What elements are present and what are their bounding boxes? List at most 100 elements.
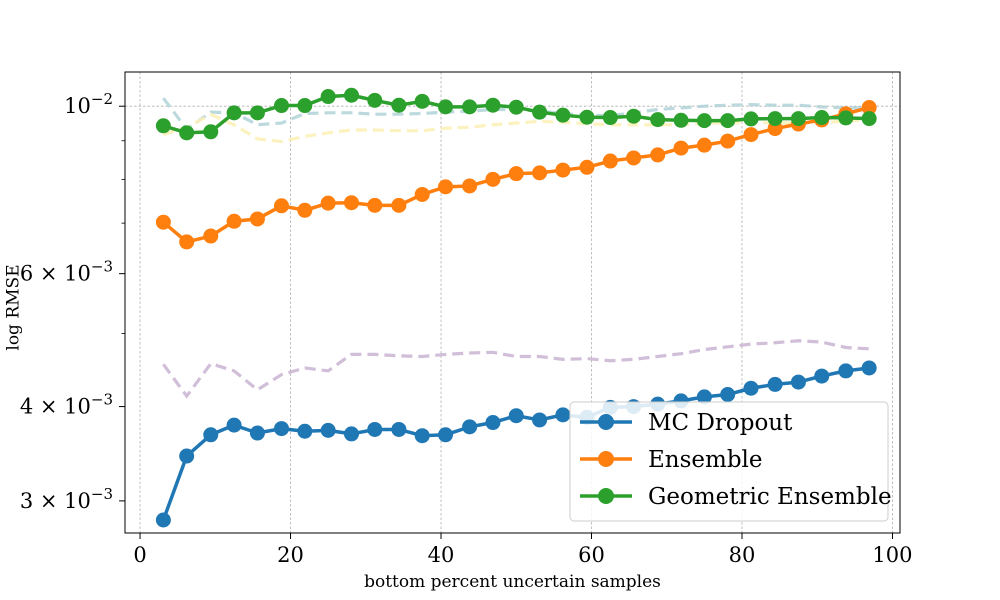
y-tick-exponent: −3 [91, 485, 113, 503]
data-point [673, 140, 689, 156]
legend-label: Ensemble [648, 447, 763, 473]
background-series-line [162, 339, 870, 399]
data-point [391, 197, 407, 213]
data-point [696, 113, 712, 129]
data-point [508, 166, 524, 182]
data-point [579, 109, 595, 125]
legend: MC Dropout Ensemble Geometric Ensemble [569, 401, 892, 522]
data-point [462, 178, 478, 194]
data-point [555, 407, 571, 423]
x-tick-label: 0 [133, 543, 146, 567]
data-point [203, 427, 219, 443]
data-point [226, 417, 242, 433]
data-point [438, 427, 454, 443]
data-point [485, 97, 501, 113]
legend-item: MC Dropout [580, 410, 793, 436]
legend-label: Geometric Ensemble [648, 484, 892, 510]
data-point [438, 99, 454, 115]
data-point [155, 214, 171, 230]
data-point [343, 87, 359, 103]
y-tick-mantissa: 4 × 10 [20, 395, 91, 419]
data-point [767, 376, 783, 392]
data-point [274, 98, 290, 114]
data-point [179, 448, 195, 464]
data-point [391, 421, 407, 437]
data-point [274, 421, 290, 437]
y-tick-mantissa: 10 [64, 94, 91, 118]
x-tick-label: 60 [578, 543, 605, 567]
data-point [249, 425, 265, 441]
data-point [814, 110, 830, 126]
data-point [203, 124, 219, 140]
y-tick-mantissa: 6 × 10 [20, 262, 91, 286]
x-axis-ticks: 0 20 40 60 80 100 [133, 533, 913, 567]
data-point [814, 368, 830, 384]
data-point [249, 211, 265, 227]
data-point [532, 412, 548, 428]
data-point [790, 111, 806, 127]
data-point [626, 150, 642, 166]
data-point [508, 408, 524, 424]
data-point [485, 171, 501, 187]
data-point [743, 380, 759, 396]
data-point [696, 389, 712, 405]
data-point [155, 118, 171, 134]
x-tick-label: 40 [428, 543, 455, 567]
data-point [532, 104, 548, 120]
data-point [790, 374, 806, 390]
data-point [861, 360, 877, 376]
data-point [720, 113, 736, 129]
data-point [297, 202, 313, 218]
data-point [249, 105, 265, 121]
data-point [532, 165, 548, 181]
data-point [673, 112, 689, 128]
data-point [767, 111, 783, 127]
data-point [320, 422, 336, 438]
data-point [438, 179, 454, 195]
data-point [650, 147, 666, 163]
data-point [462, 99, 478, 115]
data-point [720, 387, 736, 403]
series-ensemble [155, 100, 877, 250]
data-point [343, 195, 359, 211]
series-geometric-ensemble [155, 87, 877, 141]
data-point [696, 137, 712, 153]
data-point [602, 110, 618, 126]
data-point [838, 110, 854, 126]
y-axis-ticks: 3 × 10−34 × 10−36 × 10−310−2 [20, 90, 125, 513]
data-point [838, 363, 854, 379]
data-point [320, 89, 336, 105]
y-tick-exponent: −2 [91, 90, 113, 108]
data-point [155, 512, 171, 528]
legend-box [569, 401, 889, 522]
data-point [179, 125, 195, 141]
series [155, 87, 877, 528]
data-point [414, 186, 430, 202]
data-point [650, 112, 666, 128]
data-point [626, 108, 642, 124]
data-point [226, 105, 242, 121]
data-point [320, 195, 336, 211]
data-point [414, 93, 430, 109]
data-point [602, 153, 618, 169]
data-point [861, 111, 877, 127]
legend-marker [598, 488, 614, 504]
legend-marker [598, 414, 614, 430]
plot-frame [124, 71, 901, 534]
y-tick-label: 6 × 10−3 [20, 258, 113, 286]
data-point [861, 100, 877, 116]
y-tick-exponent: −3 [91, 391, 113, 409]
data-point [274, 198, 290, 214]
data-point [485, 415, 501, 431]
x-tick-label: 80 [729, 543, 756, 567]
legend-marker [598, 451, 614, 467]
background-series [162, 97, 870, 399]
data-point [179, 234, 195, 250]
data-point [297, 98, 313, 114]
data-point [508, 99, 524, 115]
data-point [367, 421, 383, 437]
data-point [555, 107, 571, 123]
data-point [297, 423, 313, 439]
data-point [462, 419, 478, 435]
